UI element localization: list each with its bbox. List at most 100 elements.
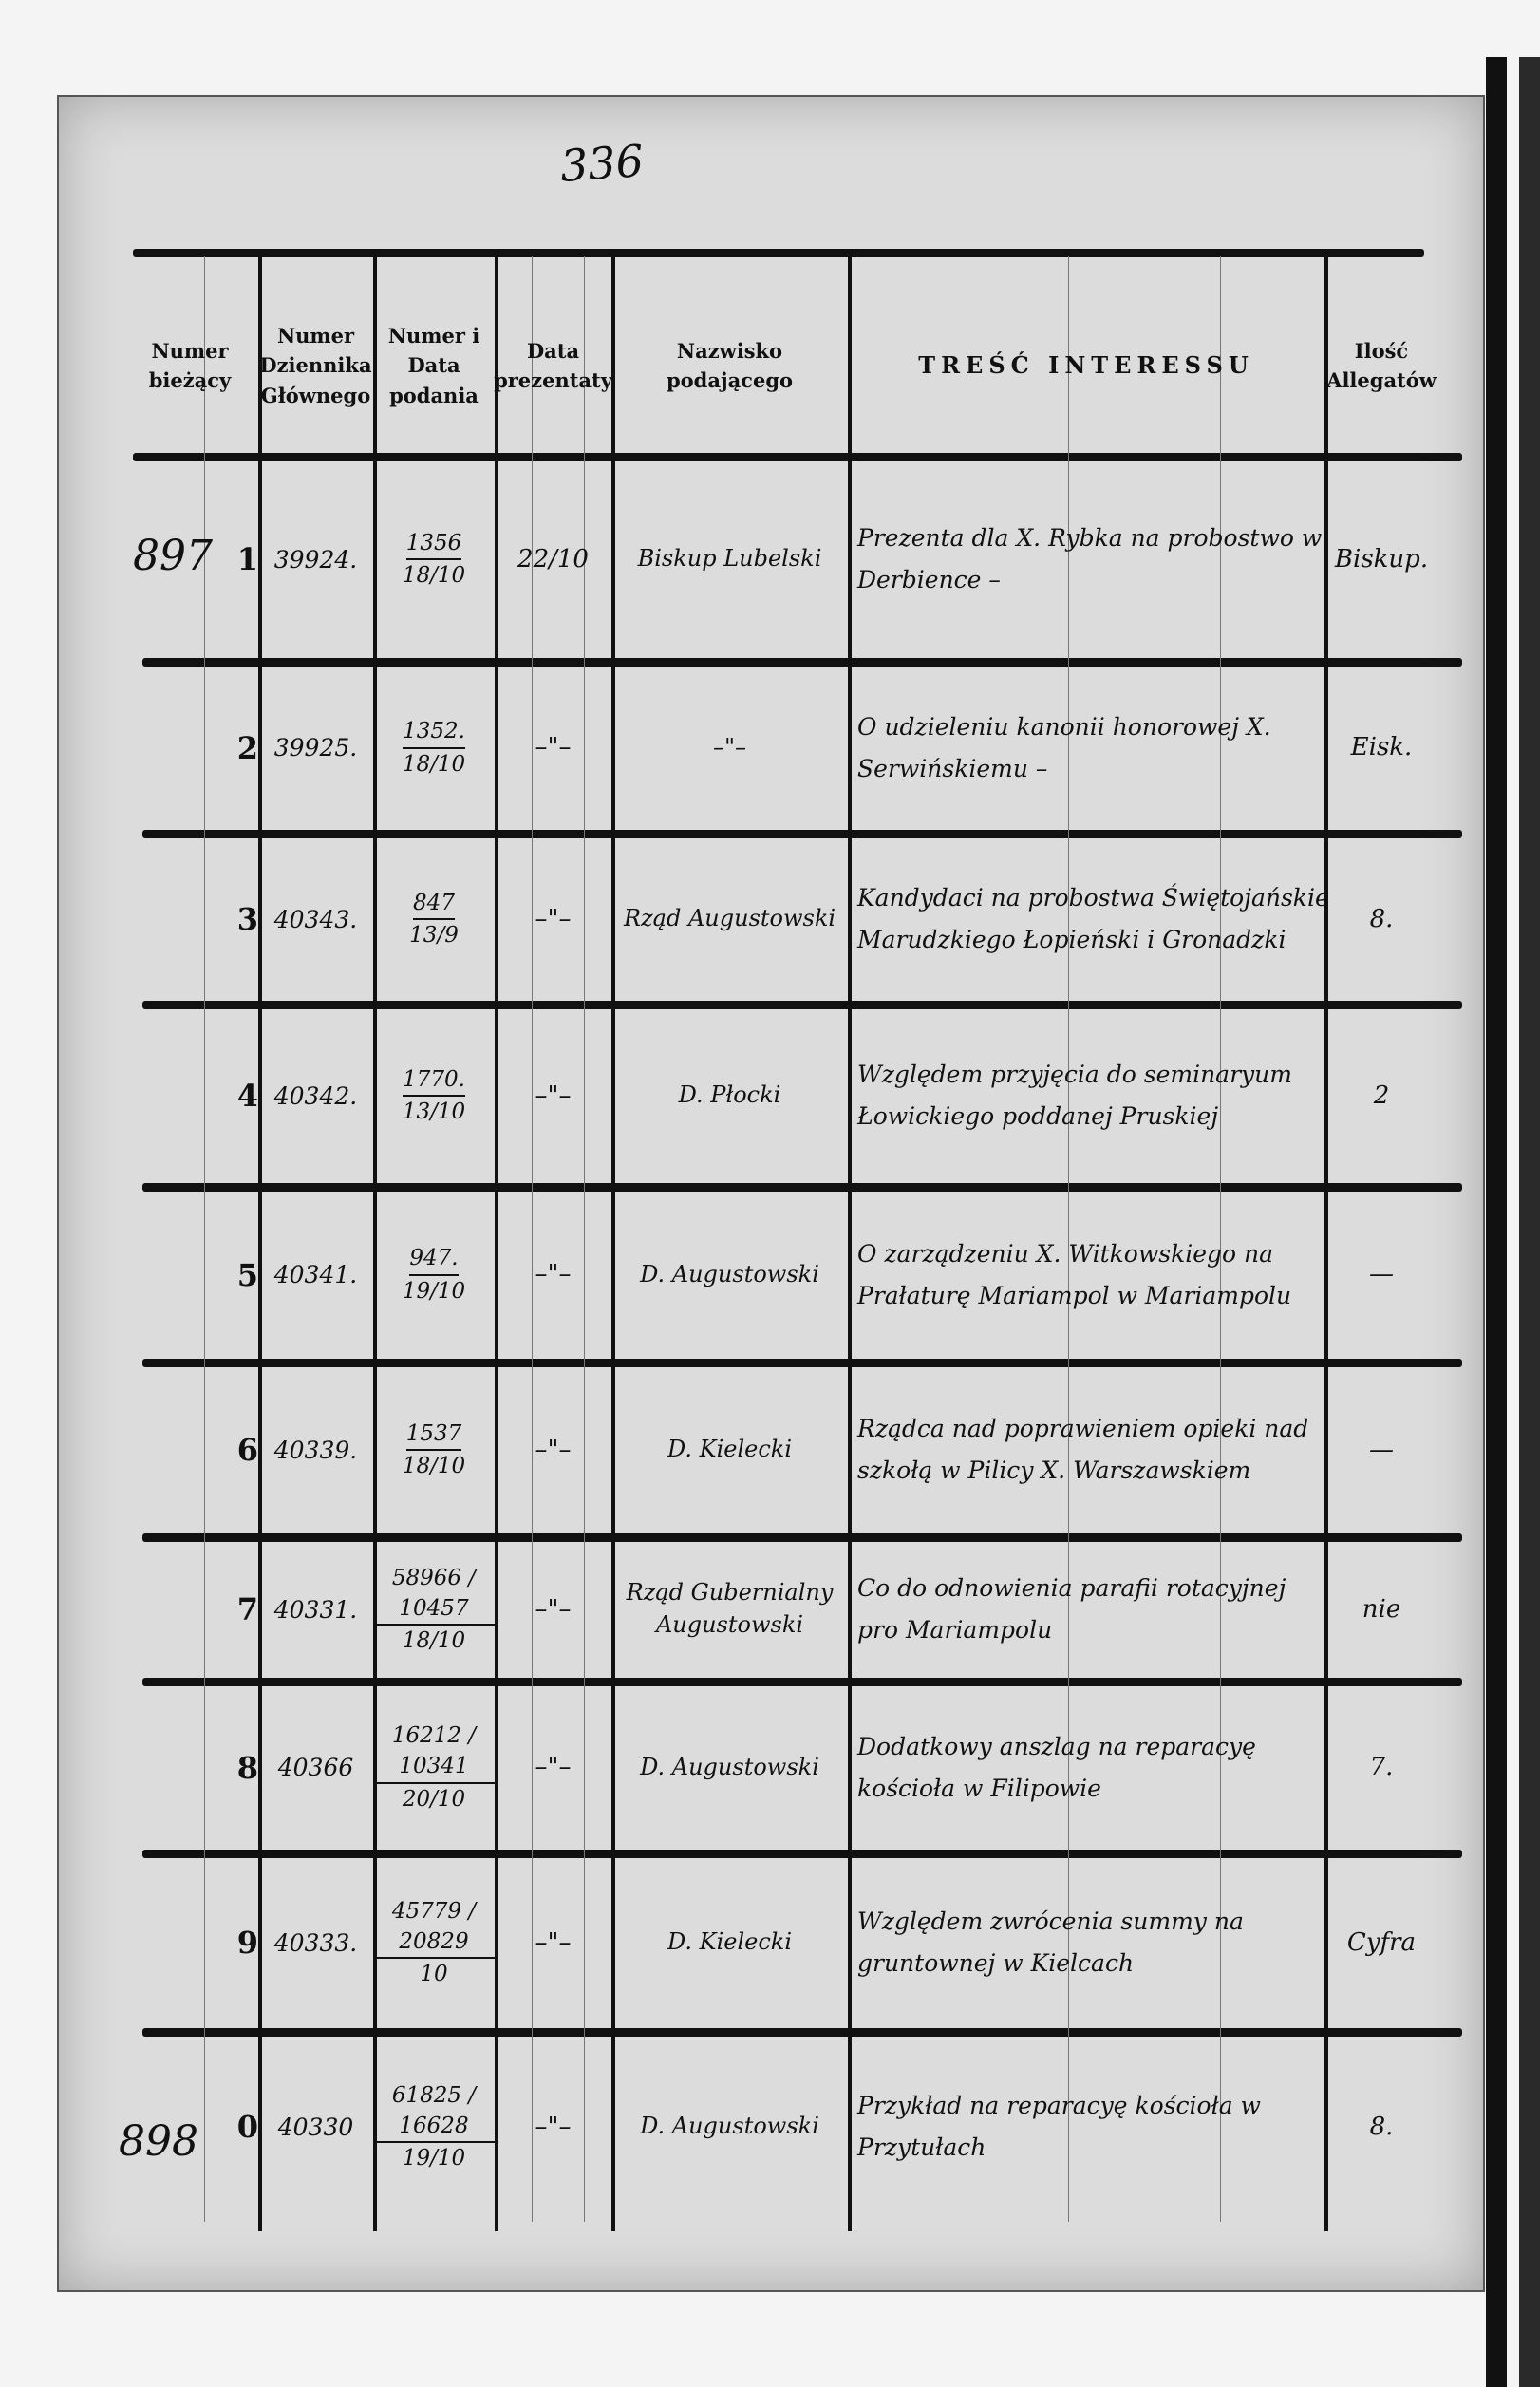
filing-number: 947. [409, 1243, 459, 1276]
filing-number: 1770. [403, 1064, 465, 1097]
number-and-date: 847 13/9 [409, 888, 459, 950]
cell-nr: 947. 19/10 [373, 1187, 495, 1363]
cell-dziennik: 40331. [273, 1595, 358, 1624]
row-divider [142, 1183, 1462, 1192]
number-and-date: 58966 / 10457 18/10 [373, 1563, 495, 1657]
cell-dziennik: 40343. [273, 905, 358, 933]
cell-dziennik: 40366 [277, 1754, 354, 1781]
cell-nazwisko: D. Augustowski [640, 1260, 819, 1287]
filing-date: 13/9 [409, 923, 459, 948]
filing-date: 18/10 [402, 563, 466, 588]
cell-allegaty: 7. [1369, 1753, 1394, 1782]
row-divider [142, 1533, 1462, 1542]
row-divider [142, 1001, 1462, 1009]
cell-nr: 1352. 18/10 [373, 662, 495, 834]
column-rule [848, 256, 852, 2231]
cell-nazwisko: D. Kielecki [667, 1436, 792, 1463]
row-divider [142, 1678, 1462, 1686]
cell-prez: –"– [535, 2112, 572, 2141]
filing-date: 10 [420, 1962, 448, 1987]
guide-rule [584, 256, 585, 2222]
filing-number: 45779 / 20829 [373, 1896, 495, 1960]
header-numer-dziennika: Numer Dziennika Głównego [259, 323, 372, 407]
cell-allegaty: nie [1362, 1594, 1401, 1624]
column-rule [495, 256, 498, 2231]
cell-prez: –"– [535, 1594, 572, 1624]
cell-nr: 1770. 13/10 [373, 1005, 495, 1187]
cell-allegaty: — [1369, 1435, 1394, 1464]
table-row [142, 1187, 1438, 1363]
column-rule [1324, 256, 1328, 2231]
cell-nazwisko: D. Płocki [678, 1081, 781, 1109]
table-row [142, 457, 1438, 662]
cell-tresc: Względem przyjęcia do seminaryum Łowicki… [857, 1061, 1292, 1130]
cell-allegaty: Eisk. [1350, 733, 1413, 762]
cell-tresc: Kandydaci na probostwa Świętojańskie Mar… [857, 884, 1329, 953]
header-tresc: TREŚĆ INTERESSU [918, 351, 1254, 379]
cell-num: 1 [236, 541, 258, 577]
cell-tresc: Względem zwrócenia summy na gruntownej w… [857, 1908, 1244, 1977]
cell-prez: –"– [535, 904, 572, 933]
filing-number: 1537 [405, 1419, 462, 1451]
cell-num: 0 [236, 2109, 258, 2145]
cell-tresc: O udzieleniu kanonii honorowej X. Serwiń… [857, 712, 1271, 782]
cell-nazwisko: –"– [712, 733, 747, 761]
filing-date: 18/10 [402, 751, 466, 777]
cell-dziennik: 40330 [277, 2113, 354, 2141]
cell-prez: –"– [535, 1435, 572, 1464]
filing-date: 18/10 [402, 1628, 466, 1654]
cell-prez: –"– [535, 1927, 572, 1957]
filing-number: 847 [413, 888, 455, 920]
filing-number: 1356 [405, 528, 462, 560]
table-row [142, 1537, 1438, 1682]
cell-allegaty: Cyfra [1346, 1927, 1417, 1957]
cell-dziennik: 40342. [273, 1081, 358, 1110]
table-row [142, 1363, 1438, 1537]
cell-nazwisko: D. Augustowski [640, 2113, 819, 2140]
filing-number: 61825 / 16628 [373, 2080, 495, 2144]
next-page-edge [1519, 57, 1540, 2387]
cell-nr: 61825 / 16628 19/10 [373, 2032, 495, 2222]
cell-num: 8 [236, 1749, 258, 1786]
filing-date: 13/10 [402, 1100, 466, 1124]
cell-nr: 847 13/9 [373, 834, 495, 1005]
top-rule [133, 249, 1424, 257]
header-numer-data-podania: Numer i Data podania [387, 323, 480, 407]
header-nazwisko: Nazwisko podającego [666, 338, 794, 393]
margin-note: 897 [133, 532, 213, 580]
row-divider [142, 2028, 1462, 2037]
table-row [142, 1853, 1438, 2032]
cell-num: 5 [236, 1256, 258, 1293]
cell-tresc: Przykład na reparacyę kościoła w Przytuł… [857, 2092, 1261, 2161]
guide-rule [1220, 256, 1221, 2222]
cell-nazwisko: Rząd Gubernialny Augustowski [626, 1579, 834, 1638]
cell-prez: –"– [535, 733, 572, 762]
cell-num: 9 [236, 1925, 258, 1961]
cell-dziennik: 39925. [273, 734, 358, 761]
number-and-date: 61825 / 16628 19/10 [373, 2080, 495, 2174]
header-ilosc-allegatow: Ilość Allegatów [1326, 338, 1437, 393]
folio-number: 336 [558, 135, 646, 192]
cell-dziennik: 39924. [273, 545, 358, 573]
guide-rule [532, 256, 533, 2222]
filing-date: 20/10 [402, 1786, 466, 1812]
cell-nazwisko: Biskup Lubelski [637, 545, 822, 573]
guide-rule [204, 256, 205, 2222]
cell-nr: 45779 / 20829 10 [373, 1853, 495, 2032]
margin-note: 898 [119, 2117, 198, 2166]
cell-prez: 22/10 [517, 544, 589, 573]
cell-num: 3 [236, 901, 258, 937]
filing-date: 18/10 [402, 1454, 466, 1478]
table-row [142, 1005, 1438, 1187]
header-numer-biezacy: Numer bieżący [148, 338, 232, 393]
row-divider [142, 1359, 1462, 1367]
cell-tresc: Co do odnowienia parafii rotacyjnej pro … [857, 1574, 1286, 1644]
cell-tresc: Rządca nad poprawieniem opieki nad szkoł… [857, 1415, 1309, 1484]
filing-number: 1352. [403, 716, 465, 749]
number-and-date: 1537 18/10 [403, 1419, 465, 1481]
cell-prez: –"– [535, 1081, 572, 1110]
scan-border [1486, 57, 1507, 2387]
table-row [142, 662, 1438, 834]
cell-num: 7 [236, 1591, 258, 1627]
table-row [142, 834, 1438, 1005]
